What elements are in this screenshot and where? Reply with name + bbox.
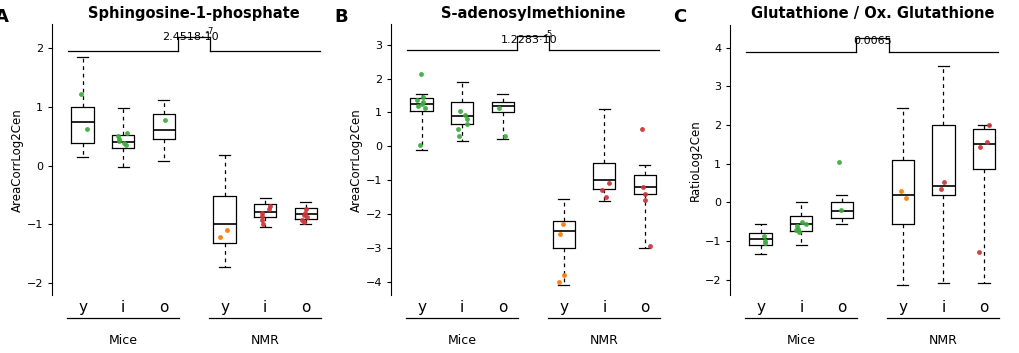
Title: S-adenosylmethionine: S-adenosylmethionine bbox=[440, 6, 625, 20]
Text: 1.2283·10: 1.2283·10 bbox=[500, 35, 557, 45]
Title: Glutathione / Ox. Glutathione: Glutathione / Ox. Glutathione bbox=[750, 6, 994, 20]
Text: Mice: Mice bbox=[447, 334, 476, 347]
Text: Mice: Mice bbox=[108, 334, 138, 347]
Text: B: B bbox=[334, 8, 347, 26]
Text: -7: -7 bbox=[206, 27, 214, 36]
Text: 2.4518·10: 2.4518·10 bbox=[162, 32, 218, 42]
Text: Mice: Mice bbox=[786, 334, 815, 347]
Title: Sphingosine-1-phosphate: Sphingosine-1-phosphate bbox=[89, 6, 300, 20]
Text: NMR: NMR bbox=[589, 334, 619, 347]
Y-axis label: AreaCorrLog2Cen: AreaCorrLog2Cen bbox=[350, 108, 363, 212]
Y-axis label: AreaCorrLog2Cen: AreaCorrLog2Cen bbox=[11, 108, 23, 212]
Y-axis label: RatioLog2Cen: RatioLog2Cen bbox=[688, 119, 701, 201]
Text: C: C bbox=[673, 8, 686, 26]
Text: -5: -5 bbox=[544, 30, 552, 39]
Text: NMR: NMR bbox=[928, 334, 957, 347]
Text: 0.0065: 0.0065 bbox=[852, 36, 891, 46]
Text: NMR: NMR bbox=[251, 334, 279, 347]
Text: A: A bbox=[0, 8, 9, 26]
